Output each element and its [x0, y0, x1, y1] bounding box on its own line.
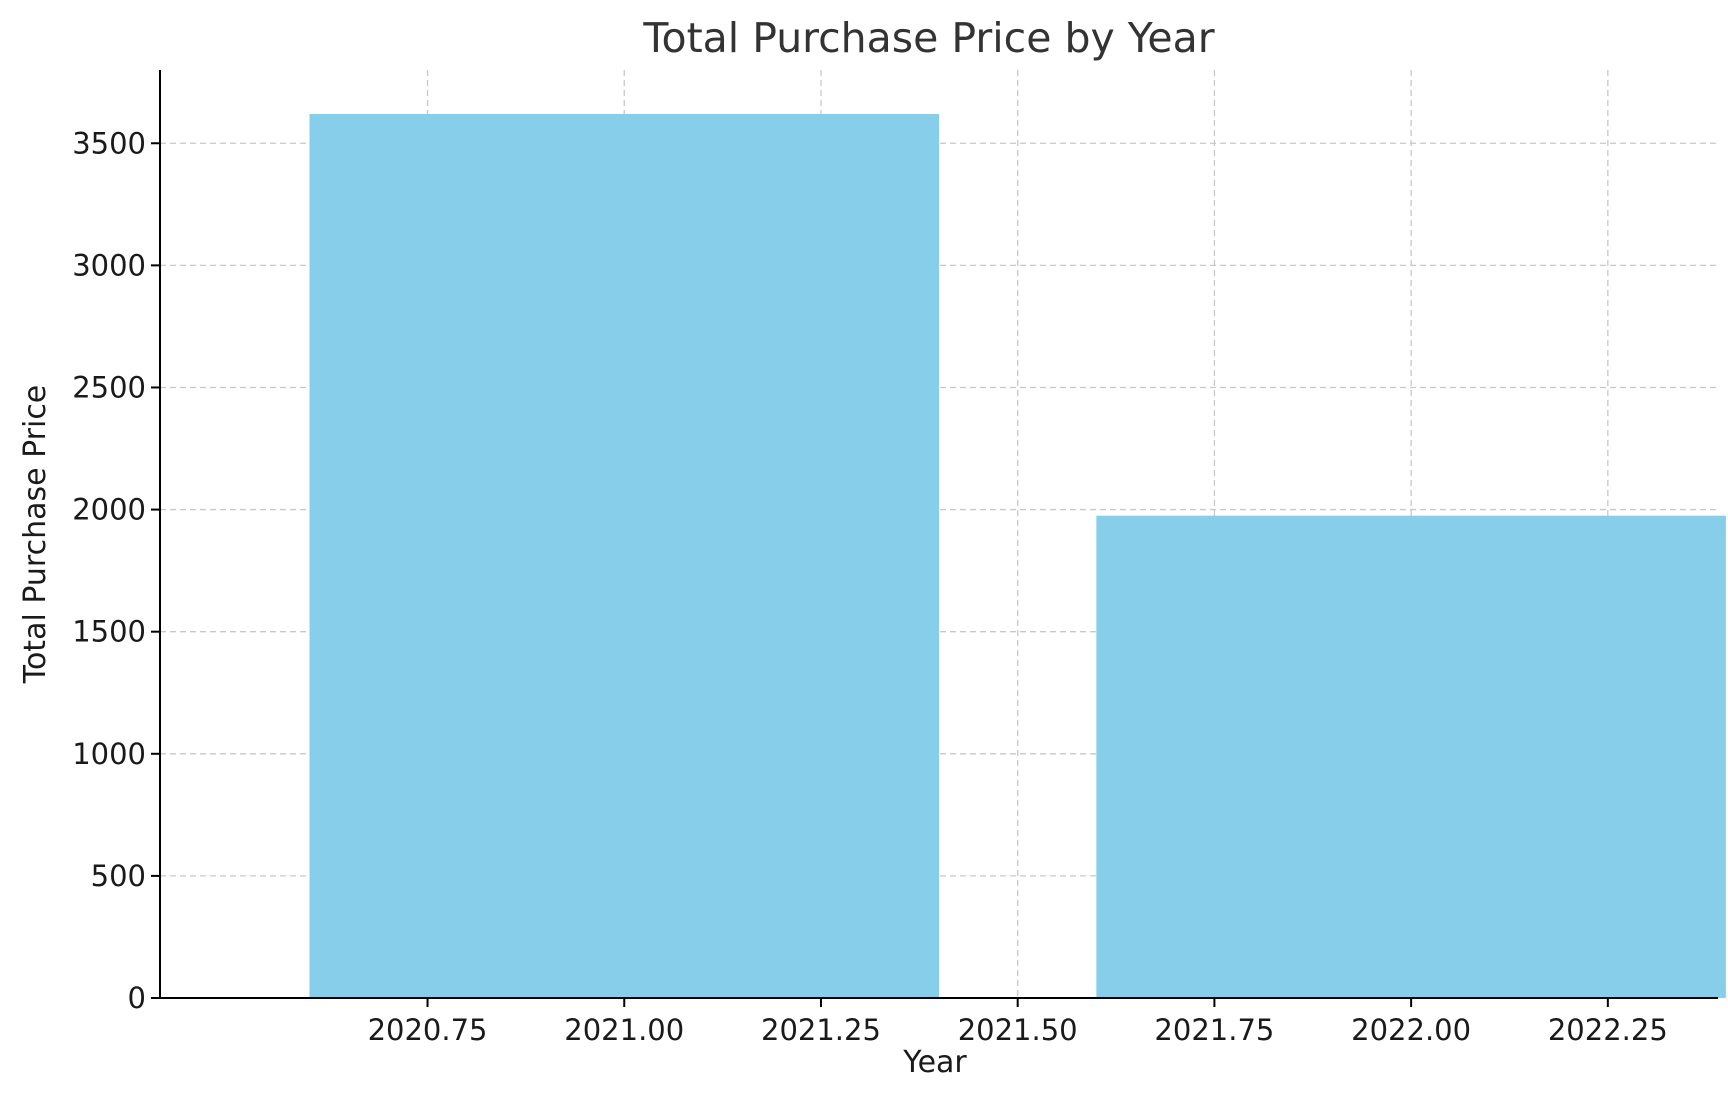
- y-tick-label: 0: [128, 981, 146, 1015]
- tick-layer: 2020.75 2021.00 2021.25 2021.50 2021.75 2022.…: [72, 126, 1668, 1047]
- y-tick-label: 3500: [72, 126, 146, 160]
- x-tick-label: 2022.00: [1351, 1013, 1471, 1047]
- axis-layer: [159, 70, 1718, 999]
- bar-2021: [309, 113, 940, 999]
- y-tick-label: 2000: [72, 493, 146, 527]
- bar-layer: [309, 113, 1726, 999]
- x-tick-label: 2022.25: [1548, 1013, 1668, 1047]
- y-tick-label: 1000: [72, 737, 146, 771]
- x-tick-label: 2020.75: [368, 1013, 488, 1047]
- y-axis-label: Total Purchase Price: [18, 385, 53, 685]
- x-tick-label: 2021.00: [564, 1013, 684, 1047]
- x-tick-label: 2021.75: [1154, 1013, 1274, 1047]
- x-tick-label: 2021.25: [761, 1013, 881, 1047]
- y-tick-label: 500: [91, 859, 146, 893]
- y-tick-label: 1500: [72, 615, 146, 649]
- x-axis-label: Year: [902, 1045, 967, 1080]
- y-tick-label: 2500: [72, 370, 146, 404]
- bar-2022: [1096, 515, 1726, 998]
- chart-title: Total Purchase Price by Year: [642, 14, 1214, 62]
- x-tick-label: 2021.50: [958, 1013, 1078, 1047]
- y-tick-label: 3000: [72, 248, 146, 282]
